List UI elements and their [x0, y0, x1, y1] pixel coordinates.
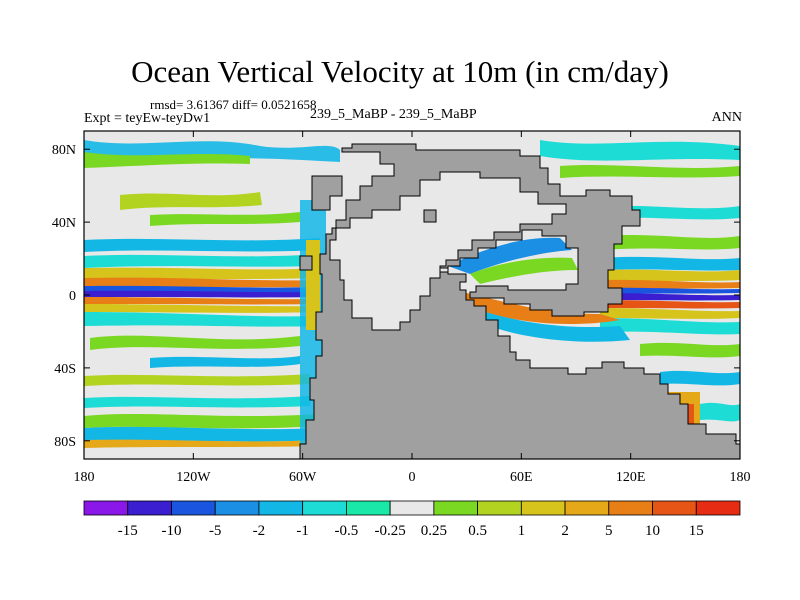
x-tick-label: 180 [74, 470, 95, 485]
colorbar-swatch [564, 500, 610, 516]
field-band [640, 342, 740, 358]
colorbar-label: -2 [253, 523, 266, 539]
x-tick-label: 120W [176, 470, 211, 485]
colorbar-swatch [127, 500, 172, 516]
field-band [600, 287, 740, 294]
colorbar-label: -1 [296, 523, 309, 539]
map-field [84, 131, 740, 459]
colorbar-label: 15 [689, 523, 704, 539]
field-band [150, 212, 300, 226]
experiment-label: Expt = teyEw-teyDw1 [84, 111, 211, 126]
field-band [84, 439, 320, 448]
field-band [600, 300, 740, 309]
field-band [560, 165, 740, 178]
field-band [84, 277, 320, 288]
field-band [660, 370, 740, 386]
field-band [84, 254, 320, 268]
field-band [90, 335, 300, 350]
colorbar-label: 10 [645, 523, 660, 539]
x-tick-label: 60W [289, 470, 317, 485]
field-band [150, 356, 300, 368]
colorbar-label: 0.5 [468, 523, 487, 539]
colorbar-swatch [608, 500, 653, 516]
land-island [299, 255, 313, 271]
colorbar-swatch [171, 500, 216, 516]
stats-line: rmsd= 3.61367 diff= 0.0521658 [150, 97, 317, 112]
field-band [84, 290, 320, 298]
x-tick-label: 120E [616, 470, 646, 485]
field-band [600, 279, 740, 289]
season-label: ANN [711, 110, 742, 125]
x-tick-label: 60E [510, 470, 533, 485]
field-band [600, 269, 740, 282]
y-tick-label: 40N [52, 216, 76, 231]
land-island [311, 175, 343, 211]
field-band [84, 267, 320, 280]
colorbar-label: 2 [561, 523, 569, 539]
x-tick-label: 180 [730, 470, 751, 485]
field-band [600, 308, 740, 319]
chart-title: Ocean Vertical Velocity at 10m (in cm/da… [131, 54, 669, 89]
colorbar-swatch [389, 500, 435, 516]
y-tick-label: 80N [52, 143, 76, 158]
field-band [84, 238, 320, 252]
field-band [600, 256, 740, 271]
colorbar-swatch [302, 500, 347, 516]
colorbar-swatch [258, 500, 304, 516]
field-band [84, 297, 320, 305]
land-island [423, 209, 437, 223]
field-band [470, 257, 578, 284]
colorbar-swatch [477, 500, 522, 516]
colorbar-label: 0.25 [421, 523, 447, 539]
colorbar-label: -5 [209, 523, 222, 539]
colorbar-label: -0.25 [375, 523, 406, 539]
colorbar-swatch [345, 500, 391, 516]
field-band [84, 374, 310, 386]
colorbar-label: -0.5 [335, 523, 359, 539]
y-tick-label: 40S [54, 362, 76, 377]
field-band [448, 237, 572, 274]
field-band [84, 426, 320, 442]
y-tick-label: 0 [69, 289, 76, 304]
field-band [600, 318, 740, 335]
colorbar-swatch [83, 500, 129, 516]
case-label: 239_5_MaBP - 239_5_MaBP [310, 107, 477, 122]
colorbar-swatch [433, 500, 479, 516]
colorbar-label: -15 [118, 523, 138, 539]
field-band [84, 396, 310, 408]
field-band [120, 192, 262, 210]
x-tick-label: 0 [409, 470, 416, 485]
colorbar-swatch [695, 500, 741, 516]
land-mass [299, 143, 740, 459]
field-band [84, 304, 320, 313]
colorbar-swatch [652, 500, 697, 516]
field-band [84, 414, 320, 429]
field-band [700, 402, 740, 422]
field-band [84, 152, 250, 168]
field-band [540, 140, 740, 161]
colorbar-swatch [214, 500, 260, 516]
field-band [600, 293, 740, 301]
colorbar-label: 1 [518, 523, 526, 539]
y-tick-label: 80S [54, 435, 76, 450]
field-band [478, 310, 630, 342]
colorbar-label: -10 [161, 523, 181, 539]
colorbar-swatch [520, 500, 566, 516]
colorbar-label: 5 [605, 523, 613, 539]
field-band [600, 235, 740, 250]
field-band [84, 312, 320, 327]
